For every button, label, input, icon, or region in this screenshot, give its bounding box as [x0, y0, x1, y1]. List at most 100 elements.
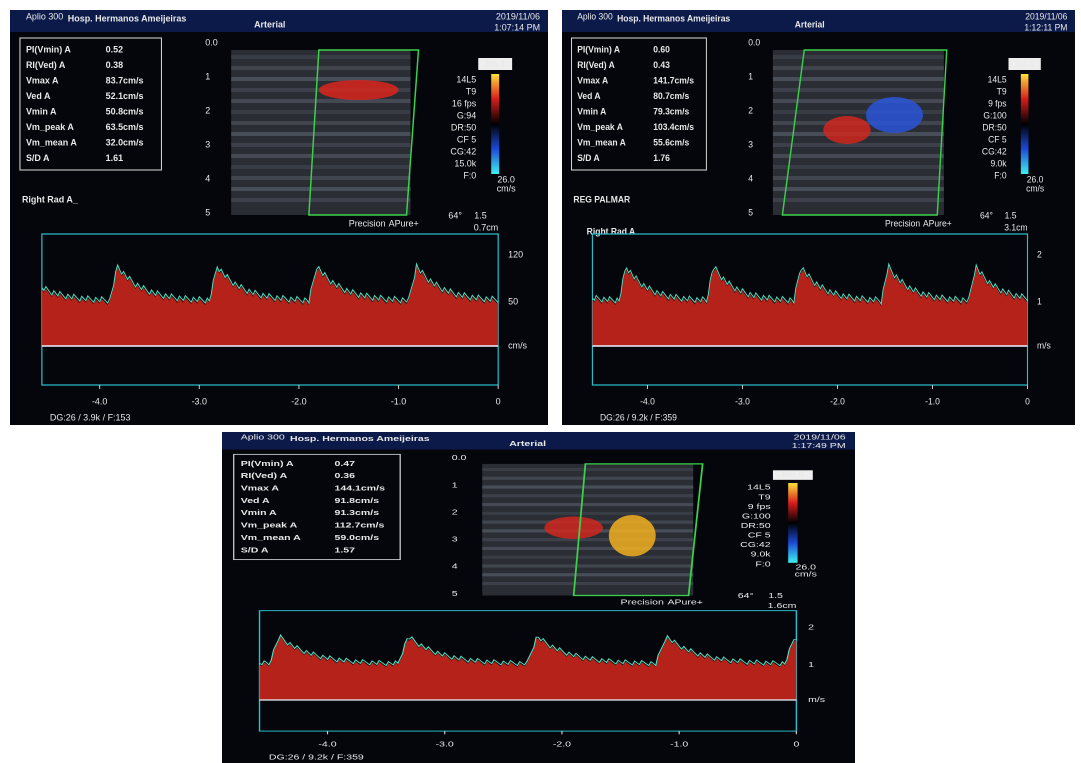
apure: APure+: [667, 598, 702, 606]
measurement-label: Vm_mean A: [241, 534, 302, 542]
time-label: 0: [793, 740, 799, 748]
measurement-value: 0.60: [653, 44, 670, 54]
time-label: -4.0: [92, 396, 107, 406]
tissue-band: [482, 503, 693, 506]
measurement-value: 144.1cm/s: [335, 484, 385, 492]
tissue-band: [231, 110, 410, 114]
tissue-band: [231, 121, 410, 125]
tissue-band: [231, 143, 410, 147]
param: T9: [758, 493, 770, 501]
site-label: REG PALMAR: [573, 194, 630, 204]
mode: Arterial: [795, 19, 825, 29]
tissue-band: [482, 512, 693, 515]
site-label: Right Rad A: [587, 226, 636, 236]
measurement-value: 0.47: [335, 459, 356, 467]
param: 14L5: [988, 74, 1007, 84]
measurement-label: Vm_peak A: [26, 122, 74, 132]
tissue-band: [482, 573, 693, 576]
focus: 3.1cm: [1004, 222, 1027, 232]
measurement-label: Vmax A: [577, 75, 609, 85]
measurement-label: PI(Vmin) A: [241, 459, 294, 467]
time-label: -1.0: [670, 740, 688, 748]
param: 9 fps: [748, 502, 771, 510]
param: 9.0k: [751, 550, 772, 558]
spectral-scale-label: 1: [808, 660, 814, 668]
measurement-value: 1.57: [335, 546, 356, 554]
param: G:94: [457, 110, 476, 120]
depth-label: 5: [452, 589, 458, 597]
measurement-label: Ved A: [26, 91, 51, 101]
measurement-label: RI(Ved) A: [26, 60, 66, 70]
depth-label: 3: [748, 139, 753, 149]
measurement-label: Vmin A: [241, 509, 277, 517]
tissue-band: [231, 132, 410, 136]
param: G:100: [983, 110, 1006, 120]
hospital: Hosp. Hermanos Ameijeiras: [68, 13, 187, 23]
preset: No.8: [782, 471, 804, 479]
measurement-label: Vm_mean A: [26, 137, 77, 147]
measurement-label: PI(Vmin) A: [577, 44, 621, 54]
color-flow: [823, 116, 871, 144]
spectral-scale-label: 120: [508, 249, 523, 259]
depth-label: 3: [205, 139, 210, 149]
tissue-band: [773, 187, 944, 191]
time: 1:07:14 PM: [494, 22, 540, 32]
time-label: -2.0: [830, 396, 845, 406]
footer: DG:26 / 9.2k / F:359: [600, 412, 677, 422]
measurement-value: 141.7cm/s: [653, 75, 694, 85]
param: 16 fps: [452, 98, 477, 108]
hospital: Hosp. Hermanos Ameijeiras: [617, 13, 730, 23]
time-label: -3.0: [436, 740, 454, 748]
spectral-scale-label: m/s: [808, 696, 826, 704]
time-label: -2.0: [291, 396, 306, 406]
time-label: -4.0: [640, 396, 655, 406]
measurement-value: 63.5cm/s: [106, 122, 144, 132]
depth-label: 4: [748, 173, 753, 183]
time-label: -3.0: [192, 396, 207, 406]
measurement-label: RI(Ved) A: [241, 472, 288, 480]
date: 2019/11/06: [1025, 11, 1067, 21]
hospital: Hosp. Hermanos Ameijeiras: [290, 435, 430, 443]
measurement-label: RI(Ved) A: [577, 60, 615, 70]
measurement-value: 112.7cm/s: [335, 521, 385, 529]
depth-label: 5: [748, 207, 753, 217]
time-label: -2.0: [553, 740, 571, 748]
spectral-scale-label: 2: [1037, 249, 1042, 259]
color-flow: [319, 80, 399, 100]
measurement-label: Vmin A: [577, 106, 607, 116]
measurement-label: Vmin A: [26, 106, 57, 116]
time-label: 0: [1025, 396, 1030, 406]
measurement-value: 52.1cm/s: [106, 91, 144, 101]
time-label: -3.0: [735, 396, 750, 406]
focus: 1.6cm: [768, 601, 797, 609]
tissue-band: [773, 154, 944, 158]
measurement-value: 0.43: [653, 60, 670, 70]
param: 14L5: [747, 483, 770, 491]
measurement-value: 0.38: [106, 60, 123, 70]
depth-label: 4: [205, 173, 210, 183]
tissue-band: [773, 77, 944, 81]
param: CG:42: [740, 541, 770, 549]
measurement-box: [572, 38, 707, 170]
measurement-label: S/D A: [577, 153, 600, 163]
measurement-label: Vm_peak A: [577, 122, 623, 132]
tissue-band: [482, 564, 693, 567]
spectral-scale-label: cm/s: [508, 340, 527, 350]
tissue-band: [231, 198, 410, 202]
precision: Precision: [885, 218, 920, 228]
param: 15.0k: [454, 158, 476, 168]
measurement-label: Vm_mean A: [577, 137, 626, 147]
color-scale-label: cm/s: [497, 183, 516, 193]
param: F:0: [994, 170, 1006, 180]
depth-label: 2: [748, 105, 753, 115]
param: F:0: [463, 170, 476, 180]
measurement-value: 1.61: [106, 153, 123, 163]
param: G:100: [742, 512, 771, 520]
measurement-value: 0.36: [335, 472, 356, 480]
color-bar: [491, 74, 499, 174]
depth-label: 4: [452, 562, 458, 570]
tissue-band: [482, 547, 693, 550]
tissue-band: [773, 99, 944, 103]
depth-label: 1: [205, 71, 210, 81]
